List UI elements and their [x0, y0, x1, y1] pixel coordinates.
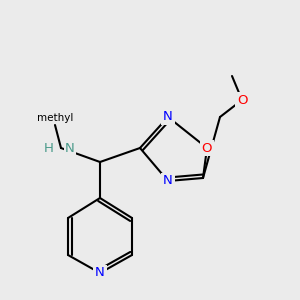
- Text: N: N: [65, 142, 75, 154]
- Text: O: O: [237, 94, 247, 106]
- Text: methyl: methyl: [37, 113, 73, 123]
- Text: N: N: [163, 175, 173, 188]
- Text: H: H: [44, 142, 54, 154]
- Text: N: N: [163, 110, 173, 124]
- Text: O: O: [202, 142, 212, 154]
- Text: N: N: [95, 266, 105, 280]
